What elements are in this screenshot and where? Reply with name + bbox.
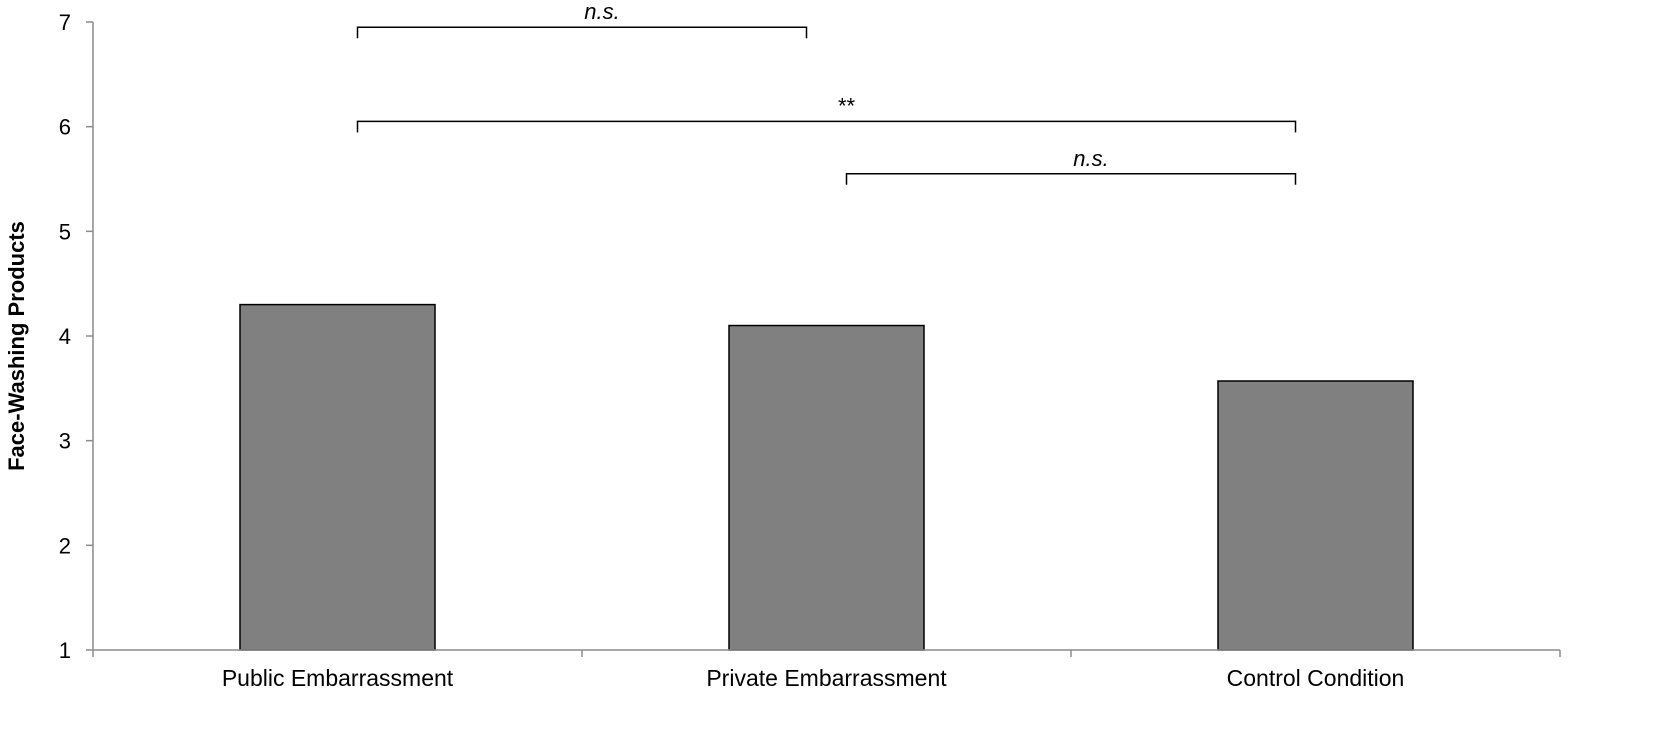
y-tick-label: 4	[59, 324, 71, 349]
x-tick-label: Public Embarrassment	[222, 665, 454, 691]
x-tick-label: Private Embarrassment	[706, 665, 947, 691]
y-tick-label: 6	[59, 115, 71, 140]
y-tick-label: 1	[59, 638, 71, 663]
y-axis-label: Face-Washing Products	[4, 221, 29, 471]
significance-label: n.s.	[584, 0, 619, 24]
x-ticks: Public Embarrassment Private Embarrassmen…	[92, 650, 1561, 691]
y-tick-label: 5	[59, 219, 71, 244]
y-tick-label: 3	[59, 429, 71, 454]
bar	[239, 303, 436, 651]
y-ticks: 1 2 3 4 5 6 7	[59, 10, 93, 663]
bar	[1217, 380, 1414, 651]
y-tick-label: 2	[59, 533, 71, 558]
significance-label: **	[838, 93, 856, 118]
significance-bracket	[356, 26, 808, 39]
x-tick-label: Control Condition	[1227, 665, 1405, 691]
bar	[728, 324, 925, 651]
significance-bracket	[356, 120, 1297, 133]
significance-label: n.s.	[1073, 146, 1108, 171]
bars	[239, 303, 1414, 651]
y-tick-label: 7	[59, 10, 71, 35]
significance-brackets: n.s. ** n.s.	[356, 0, 1297, 185]
significance-bracket	[845, 173, 1297, 185]
